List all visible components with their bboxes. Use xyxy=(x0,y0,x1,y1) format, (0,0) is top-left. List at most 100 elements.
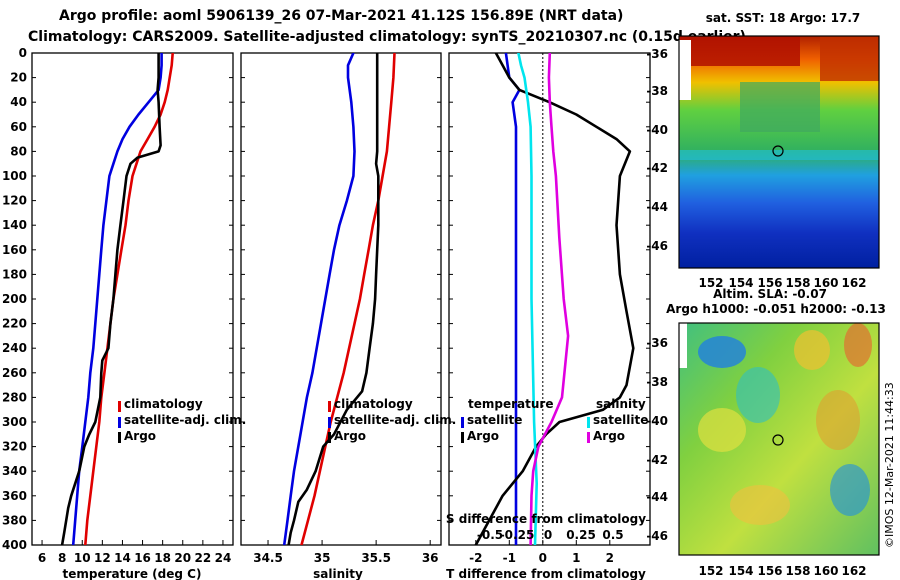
sst-map-frame xyxy=(678,35,880,269)
x-tick-label: 12 xyxy=(94,551,111,565)
series-climatology xyxy=(84,53,174,545)
sla-ytick: -40 xyxy=(646,414,668,428)
series-satellite-adj-clim- xyxy=(282,53,356,545)
argo-position-marker xyxy=(772,145,784,157)
sst-xtick: 154 xyxy=(728,276,753,290)
depth-tick-label: 100 xyxy=(2,169,27,183)
series-salinity-satellite xyxy=(517,53,539,545)
sla-xtick: 154 xyxy=(728,564,753,578)
legend-swatch-climatology xyxy=(328,401,331,412)
depth-tick-label: 140 xyxy=(2,218,27,232)
depth-axis: 0 20 40 60 80 100 120 140 160 180 200 220 240 260 280 3… xyxy=(2,46,27,552)
depth-tick-label: 240 xyxy=(2,341,27,355)
legend-swatch-climatology xyxy=(118,401,121,412)
x-tick-label: -1 xyxy=(503,551,516,565)
temperature-legend: climatology satellite-adj. clim. Argo xyxy=(118,397,246,443)
sla-ytick: -36 xyxy=(646,336,668,350)
sla-high-eddy xyxy=(698,408,746,452)
argo-position-marker xyxy=(772,434,784,446)
title-line-2: Climatology: CARS2009. Satellite-adjuste… xyxy=(28,29,746,45)
legend-argo: Argo xyxy=(334,429,366,443)
sst-xtick: 160 xyxy=(813,276,838,290)
x-tick-label: 14 xyxy=(114,551,131,565)
sst-xtick: 158 xyxy=(785,276,810,290)
legend-swatch-satellite xyxy=(328,417,331,428)
depth-tick-label: 40 xyxy=(10,95,27,109)
top-tick-1: -0.5 xyxy=(477,528,503,542)
x-tick-label: 2 xyxy=(606,551,614,565)
depth-tick-label: 340 xyxy=(2,464,27,478)
sst-ytick: -46 xyxy=(646,239,668,253)
legend-satellite: satellite-adj. clim. xyxy=(334,413,456,427)
title-line-1: Argo profile: aoml 5906139_26 07-Mar-202… xyxy=(59,8,623,24)
depth-tick-label: 0 xyxy=(19,46,27,60)
sla-ytick: -38 xyxy=(646,375,668,389)
difference-legend: satellite temperature satellite Argo sal… xyxy=(461,397,648,443)
salinity-panel: 34.5 35 35.5 36 salinity climatology satell… xyxy=(240,52,456,580)
x-tick-label: -2 xyxy=(469,551,482,565)
sst-front xyxy=(679,150,879,160)
x-tick-label: 8 xyxy=(58,551,66,565)
legend-satellite: satellite-adj. clim. xyxy=(124,413,246,427)
sst-ytick: -40 xyxy=(646,123,668,137)
sst-map: sat. SST: 18 Argo: 17.7 -36 -38 -40 -42 … xyxy=(646,11,880,290)
temperature-frame xyxy=(31,52,234,546)
sla-ytick: -42 xyxy=(646,453,668,467)
depth-tick-label: 160 xyxy=(2,243,27,257)
sla-xtick: 160 xyxy=(813,564,838,578)
x-tick-label: 24 xyxy=(215,551,232,565)
sst-warm-patch xyxy=(680,36,800,66)
sst-xtick: 156 xyxy=(757,276,782,290)
temperature-xlabel: temperature (deg C) xyxy=(63,567,202,580)
depth-tick-label: 200 xyxy=(2,292,27,306)
top-tick-5: 0.5 xyxy=(602,528,623,542)
sst-map-title: sat. SST: 18 Argo: 17.7 xyxy=(706,11,860,25)
legend-swatch-t-argo xyxy=(461,432,464,443)
legend-swatch-argo xyxy=(328,432,331,443)
sla-low-eddy xyxy=(698,336,746,368)
x-tick-label: 6 xyxy=(38,551,46,565)
depth-tick-label: 180 xyxy=(2,267,27,281)
salinity-frame xyxy=(240,52,442,546)
x-tick-label: 22 xyxy=(194,551,211,565)
sla-map-xticks: 152 154 156 158 160 162 xyxy=(698,564,866,578)
series-climatology xyxy=(300,53,396,545)
sla-ytick: -46 xyxy=(646,529,668,543)
legend-swatch-satellite xyxy=(118,417,121,428)
x-tick-label: 16 xyxy=(134,551,151,565)
sla-high-eddy xyxy=(730,485,790,525)
sla-map-frame xyxy=(678,322,880,556)
sla-low-eddy xyxy=(736,367,780,423)
sla-xtick: 156 xyxy=(757,564,782,578)
x-tick-label: 1 xyxy=(572,551,580,565)
series-temperature-satellite xyxy=(504,53,521,545)
sst-xtick: 162 xyxy=(841,276,866,290)
series-temperature-argo xyxy=(474,53,635,545)
legend-t-satellite: satellite xyxy=(467,413,522,427)
legend-swatch-t-satellite xyxy=(461,417,464,428)
salinity-lines xyxy=(282,53,396,545)
depth-tick-label: 80 xyxy=(10,144,27,158)
legend-climatology: climatology xyxy=(124,397,203,411)
salinity-xlabel: salinity xyxy=(313,567,363,580)
temperature-panel: 0 20 40 60 80 100 120 140 160 180 200 220 240 260 280 3… xyxy=(2,46,246,580)
sst-ytick: -42 xyxy=(646,161,668,175)
top-tick-4: 0.25 xyxy=(566,528,596,542)
legend-t-argo: Argo xyxy=(467,429,499,443)
difference-panel: -2 -1 0 1 2 T difference from climatology S … xyxy=(446,52,651,580)
land-mask xyxy=(679,323,687,368)
x-tick-label: 35 xyxy=(314,551,331,565)
depth-tick-label: 60 xyxy=(10,120,27,134)
series-argo xyxy=(60,53,162,545)
x-tick-label: 36 xyxy=(422,551,439,565)
sst-xtick: 152 xyxy=(698,276,723,290)
sst-ytick: -44 xyxy=(646,200,668,214)
difference-lines xyxy=(474,53,635,545)
top-tick-2: -0.25 xyxy=(500,528,535,542)
top-tick-3: 0 xyxy=(544,528,552,542)
legend-swatch-argo xyxy=(118,432,121,443)
x-tick-label: 18 xyxy=(154,551,171,565)
difference-xlabel: T difference from climatology xyxy=(446,567,646,580)
legend-swatch-s-argo xyxy=(587,432,590,443)
legend-climatology: climatology xyxy=(334,397,413,411)
